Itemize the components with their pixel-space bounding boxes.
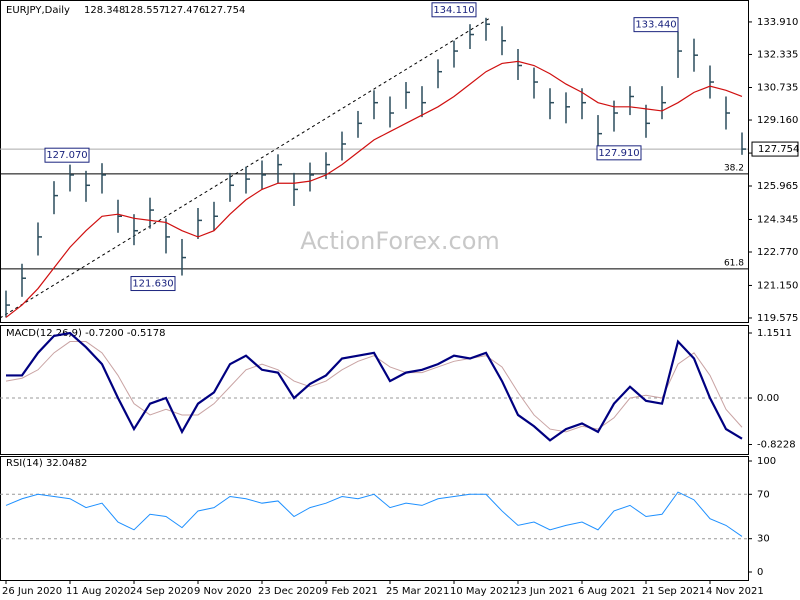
- annotation-box: [596, 145, 642, 161]
- low: 127.476: [164, 5, 205, 16]
- y-tick-label: 30: [757, 534, 770, 545]
- x-tick-label: 6 Aug 2021: [578, 586, 636, 597]
- annotation-box: [130, 276, 176, 292]
- y-tick-label: 0: [757, 567, 763, 578]
- annotation-label: 133.440: [635, 20, 676, 31]
- fib-label: 38.2: [724, 163, 744, 173]
- y-tick-label: 124.345: [757, 214, 798, 225]
- y-tick-label: 1.1511: [757, 328, 792, 339]
- x-tick-label: 9 Nov 2020: [194, 586, 252, 597]
- annotation-box: [431, 2, 477, 18]
- y-tick-label: 133.910: [757, 17, 798, 28]
- x-tick-label: 4 Nov 2021: [706, 586, 764, 597]
- annotation-label: 127.070: [46, 150, 87, 161]
- x-tick-label: 25 Mar 2021: [386, 586, 449, 597]
- y-tick-label: -0.8228: [757, 439, 796, 450]
- y-tick-label: 130.735: [757, 83, 798, 94]
- macd-panel: [0, 325, 749, 455]
- symbol: EURJPY,Daily: [6, 5, 70, 16]
- y-tick-label: 122.770: [757, 247, 798, 258]
- y-tick-label: 125.965: [757, 181, 798, 192]
- x-tick-label: 26 Jun 2020: [2, 586, 62, 597]
- close: 127.754: [204, 5, 245, 16]
- open: 128.348: [84, 5, 125, 16]
- indicator-line: [5, 491, 743, 537]
- annotation-label: 121.630: [132, 279, 173, 290]
- y-tick-label: 121.150: [757, 280, 798, 291]
- x-tick-label: 11 Aug 2020: [66, 586, 130, 597]
- x-tick-label: 10 May 2021: [450, 586, 515, 597]
- moving-average: [5, 60, 743, 318]
- x-tick-label: 24 Sep 2020: [130, 586, 193, 597]
- x-tick-label: 9 Feb 2021: [322, 586, 378, 597]
- indicator-title: RSI(14) 32.0482: [6, 458, 87, 469]
- annotation-label: 134.110: [433, 5, 474, 16]
- y-tick-label: 70: [757, 489, 770, 500]
- y-tick-label: 132.335: [757, 49, 798, 60]
- x-tick-label: 21 Sep 2021: [642, 586, 705, 597]
- watermark: ActionForex.com: [300, 227, 500, 255]
- annotation-box: [633, 17, 679, 33]
- x-tick-label: 23 Dec 2020: [258, 586, 322, 597]
- fib-label: 61.8: [724, 258, 744, 268]
- rsi-panel: [0, 456, 749, 581]
- annotation-box: [44, 147, 90, 163]
- price-panel: [0, 0, 749, 323]
- y-tick-label: 0.00: [757, 393, 779, 404]
- annotation-label: 127.910: [598, 148, 639, 159]
- indicator-title: MACD(12,26,9) -0.7200 -0.5178: [6, 328, 166, 339]
- indicator-line: [5, 341, 743, 433]
- high: 128.557: [124, 5, 165, 16]
- indicator-line: [6, 331, 743, 442]
- x-tick-label: 23 Jun 2021: [514, 586, 574, 597]
- trend-channel: [0, 17, 491, 319]
- last-price-label: 127.754: [758, 144, 799, 155]
- y-tick-label: 129.160: [757, 115, 798, 126]
- y-tick-label: 100: [757, 456, 776, 467]
- last-price-box: [751, 141, 799, 157]
- y-tick-label: 119.575: [757, 313, 798, 324]
